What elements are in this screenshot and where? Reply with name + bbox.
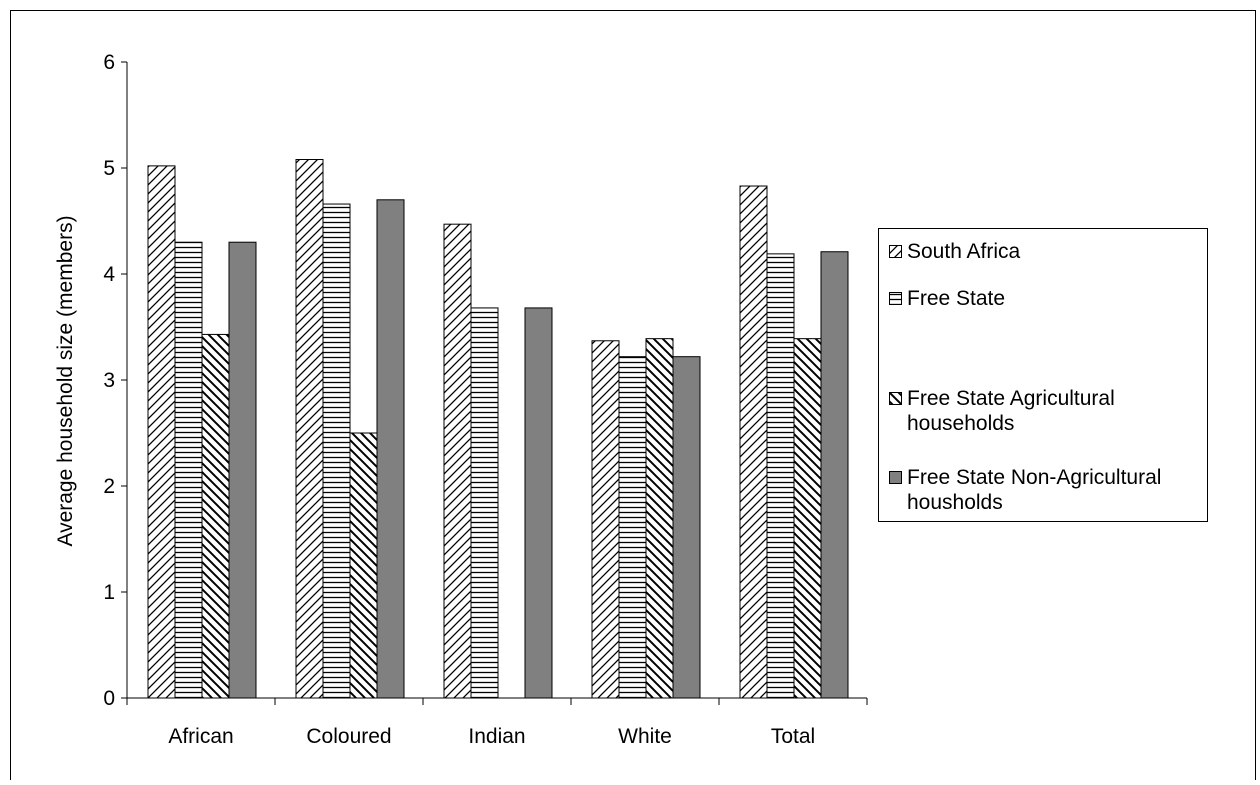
- bar: [147, 165, 176, 699]
- bar: [793, 338, 822, 699]
- y-tick-label: 5: [103, 157, 115, 180]
- bar: [618, 356, 647, 699]
- bar: [672, 356, 701, 699]
- legend-label-fs-agricultural: Free State Agricultural households: [907, 387, 1115, 435]
- bar: [524, 307, 553, 699]
- legend-label-south-africa: South Africa: [907, 240, 1021, 263]
- legend-item-free-state: Free State: [889, 286, 1207, 311]
- y-tick-label: 4: [103, 263, 115, 286]
- bar: [349, 432, 378, 699]
- y-tick-label: 0: [103, 687, 115, 710]
- legend-label-free-state: Free State: [907, 287, 1006, 310]
- bar: [739, 185, 768, 699]
- legend-swatch-fs-agricultural: [889, 392, 902, 405]
- legend-swatch-free-state: [889, 292, 902, 305]
- y-tick-label: 2: [103, 475, 115, 498]
- bar: [201, 333, 230, 699]
- bar: [322, 203, 351, 699]
- bar: [470, 307, 499, 699]
- y-tick-label: 1: [103, 581, 115, 604]
- bar: [766, 253, 795, 699]
- bar: [376, 199, 405, 699]
- legend-swatch-fs-non-agricultural: [889, 471, 902, 484]
- bar: [820, 251, 849, 699]
- legend-item-fs-non-agricultural: Free State Non-Agricultural housholds: [889, 465, 1207, 515]
- x-tick-label: Indian: [468, 725, 525, 748]
- y-tick-label: 3: [103, 369, 115, 392]
- x-tick-label: Total: [771, 725, 815, 748]
- bar: [591, 340, 620, 699]
- x-tick-label: African: [168, 725, 233, 748]
- x-tick-label: White: [618, 725, 672, 748]
- bar: [645, 338, 674, 699]
- legend-label-fs-non-agricultural: Free State Non-Agricultural housholds: [907, 466, 1162, 514]
- y-axis-title: Average household size (members): [54, 215, 77, 546]
- chart-frame: [10, 10, 1256, 780]
- bar: [295, 159, 324, 699]
- x-tick-label: Coloured: [306, 725, 391, 748]
- bar: [174, 241, 203, 699]
- chart-legend: South Africa Free State Free State Agric…: [878, 228, 1208, 522]
- legend-item-fs-agricultural: Free State Agricultural households: [889, 386, 1207, 436]
- legend-item-south-africa: South Africa: [889, 239, 1207, 264]
- bar: [443, 223, 472, 699]
- y-tick-label: 6: [103, 51, 115, 74]
- legend-swatch-south-africa: [889, 245, 902, 258]
- bar: [228, 241, 257, 699]
